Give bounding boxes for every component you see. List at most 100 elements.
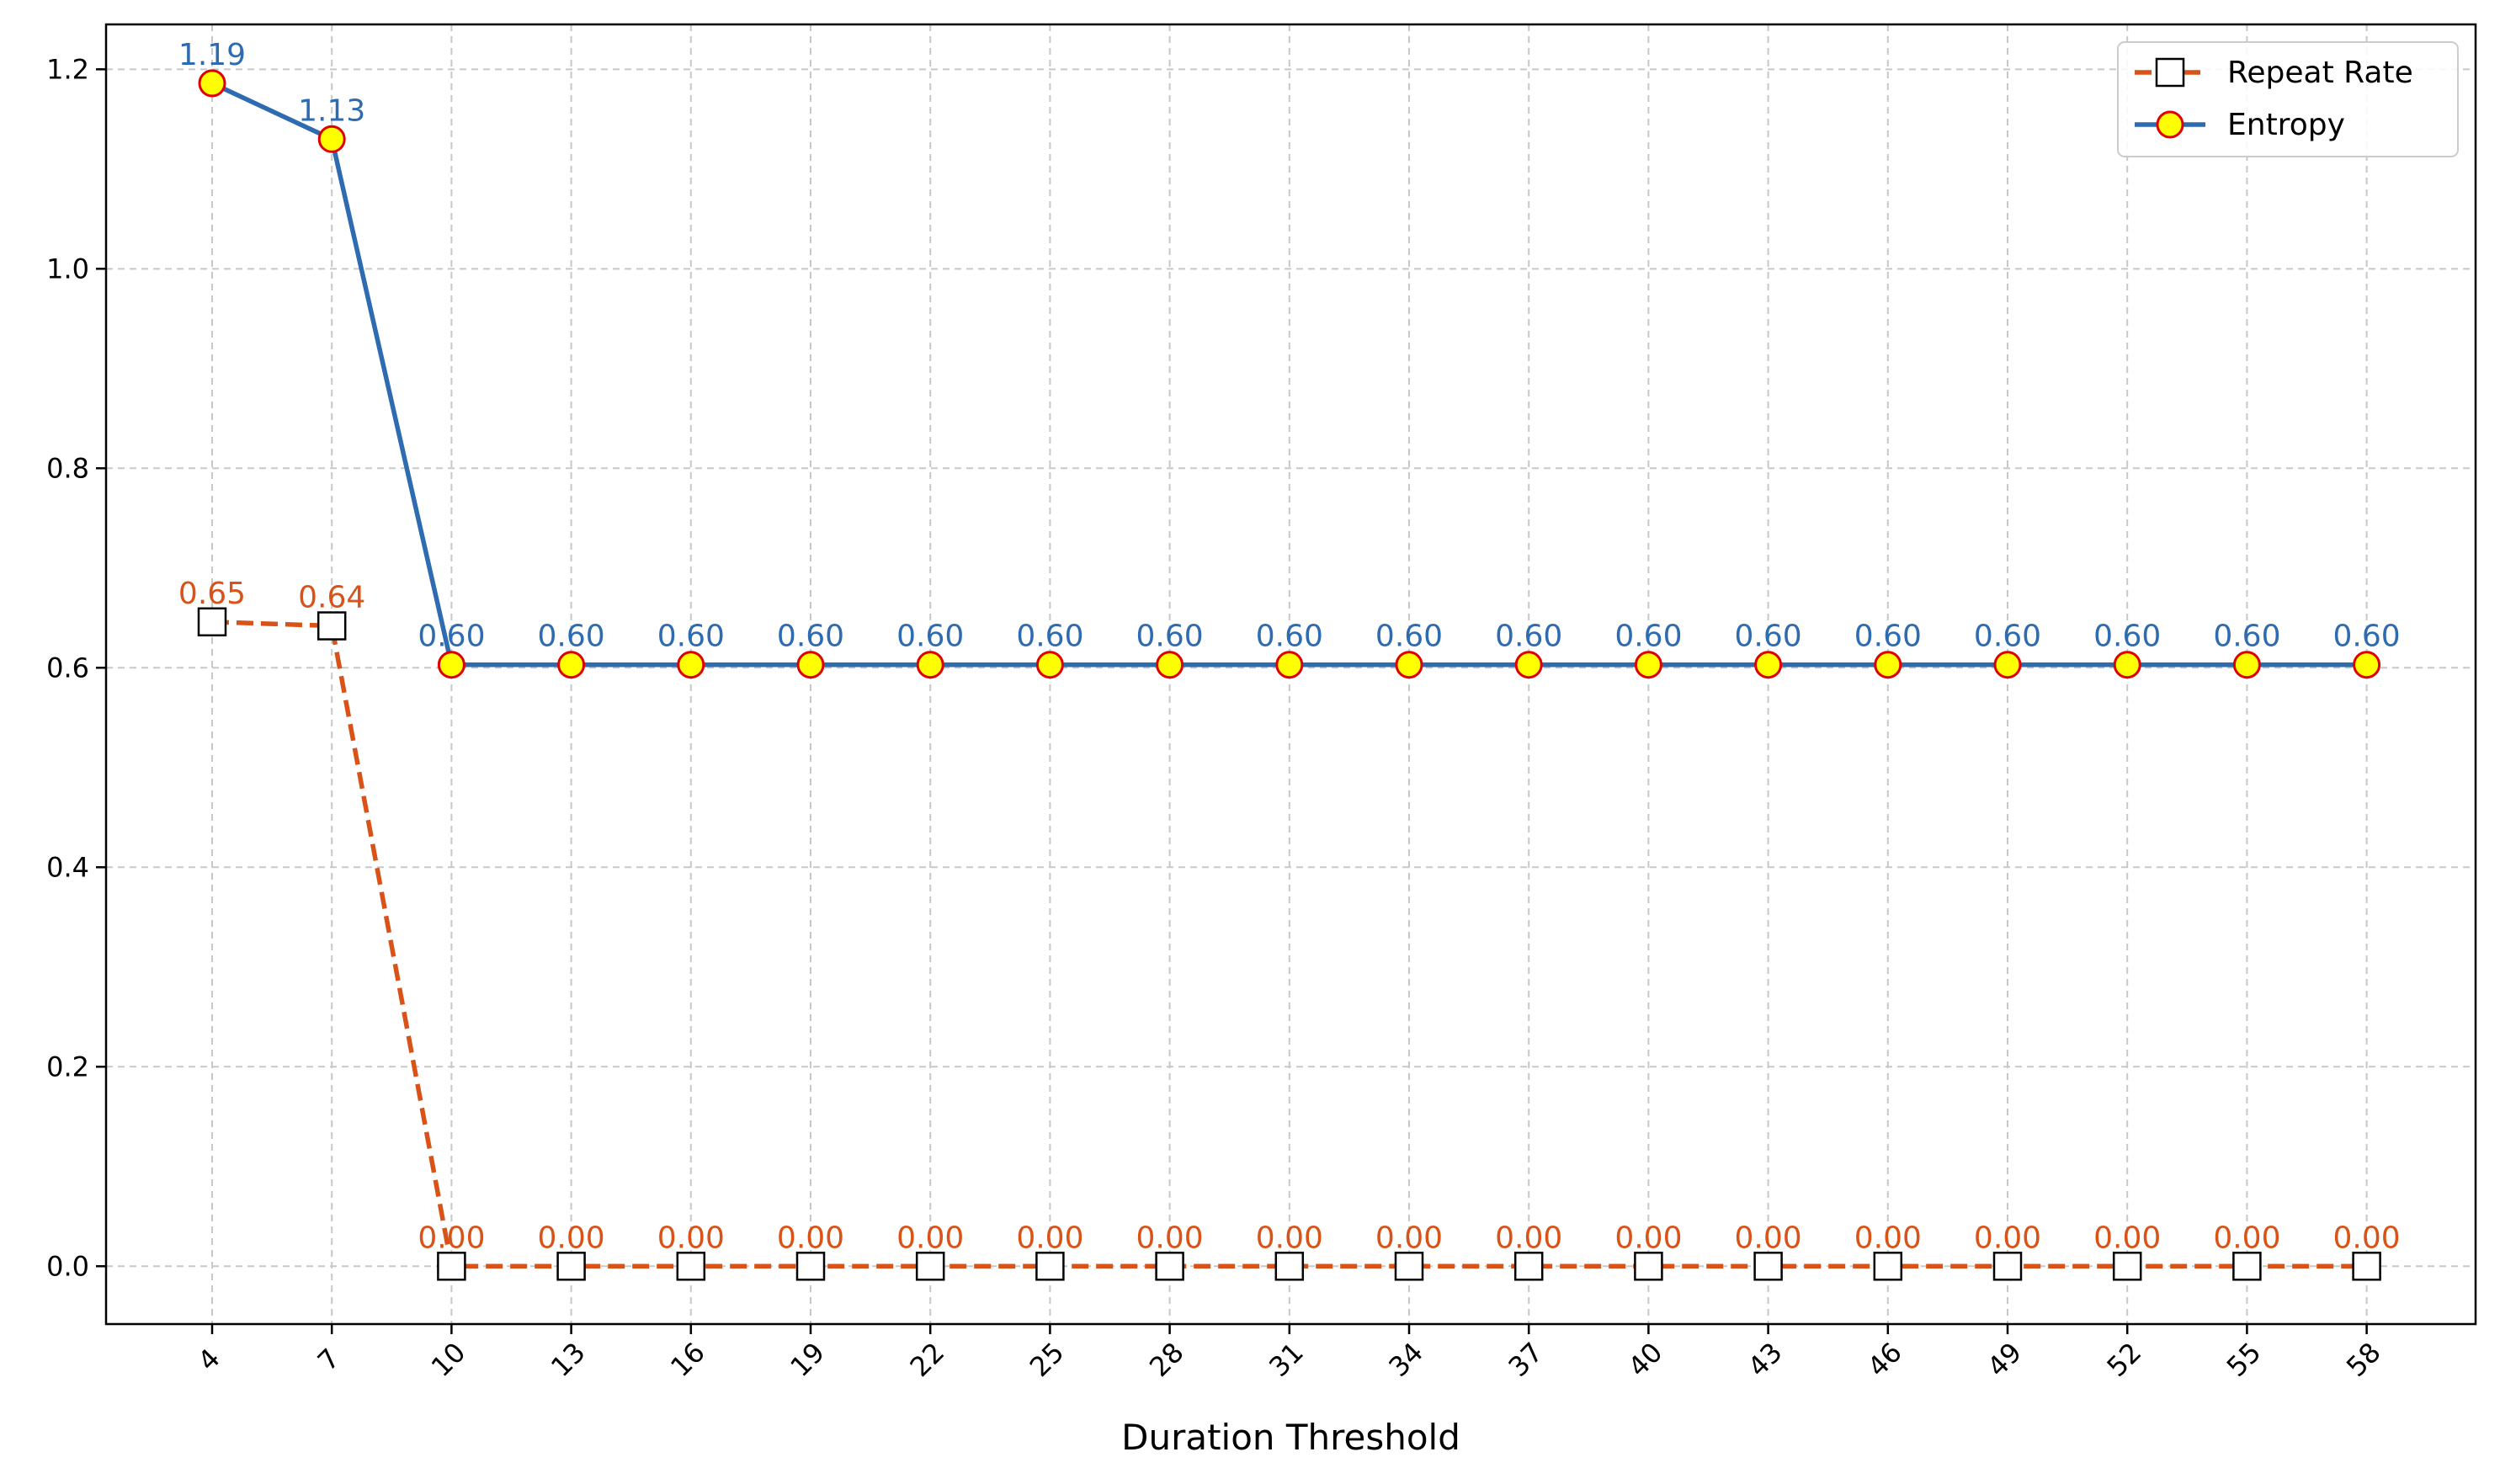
x-tick-label: 4	[192, 1343, 226, 1377]
data-point-repeat-rate	[1155, 1252, 1184, 1281]
data-point-repeat-rate	[1753, 1252, 1783, 1281]
data-point-repeat-rate	[2112, 1252, 2142, 1281]
legend-entry-entropy: Entropy	[2135, 108, 2345, 142]
data-label-entropy: 0.60	[1854, 620, 1922, 654]
data-point-repeat-rate	[1274, 1252, 1305, 1281]
legend: Repeat Rate Entropy	[2117, 41, 2459, 157]
series-layer	[197, 69, 2381, 1281]
axis-ticks: 4 7 10 13 16 19 22 25 28 31 34 37 40 43 46 49 52 55 580.00…	[46, 53, 2387, 1383]
y-tick-label: 1.2	[46, 53, 89, 85]
y-tick-label: 1.0	[46, 253, 89, 285]
data-point-entropy	[796, 651, 825, 679]
data-label-entropy: 1.13	[298, 93, 365, 128]
x-axis-title: Duration Threshold	[1121, 1417, 1460, 1458]
data-label-entropy: 0.60	[777, 620, 844, 654]
x-tick-label: 16	[664, 1336, 711, 1383]
data-point-entropy	[2113, 651, 2141, 679]
data-point-entropy	[677, 651, 705, 679]
data-point-repeat-rate	[1634, 1252, 1663, 1281]
data-point-repeat-rate	[1513, 1252, 1544, 1281]
data-point-entropy	[1754, 651, 1783, 679]
x-tick-label: 28	[1143, 1336, 1190, 1383]
data-label-entropy: 0.60	[1256, 620, 1323, 654]
data-point-entropy	[916, 651, 944, 679]
data-label-repeat-rate: 0.00	[777, 1221, 844, 1255]
x-tick-label: 58	[2340, 1336, 2387, 1383]
x-tick-label: 40	[1622, 1336, 1669, 1383]
data-label-entropy: 0.60	[1495, 620, 1562, 654]
data-label-entropy: 0.60	[418, 620, 485, 654]
data-label-repeat-rate: 0.00	[2213, 1221, 2280, 1255]
legend-entry-repeat-rate: Repeat Rate	[2135, 56, 2413, 90]
data-point-entropy	[2353, 651, 2381, 679]
series-repeat-rate	[197, 607, 2381, 1281]
data-label-entropy: 0.60	[1974, 620, 2041, 654]
data-label-entropy: 0.60	[1614, 620, 1682, 654]
x-tick-label: 10	[425, 1336, 472, 1383]
legend-label-entropy: Entropy	[2227, 108, 2345, 142]
x-tick-label: 19	[784, 1336, 831, 1383]
legend-box	[2117, 41, 2459, 157]
x-tick-label: 49	[1981, 1336, 2028, 1383]
data-label-repeat-rate: 0.65	[178, 577, 246, 611]
data-labels: 0.65 0.64 0.00 0.00 0.00 0.00 0.00 0.00 0.00 0.00…	[178, 38, 2401, 1255]
data-label-repeat-rate: 0.00	[1854, 1221, 1922, 1255]
x-tick-label: 25	[1024, 1336, 1071, 1383]
legend-marker-entropy	[2156, 110, 2184, 139]
x-tick-label: 7	[311, 1343, 346, 1377]
data-point-repeat-rate	[1992, 1252, 2023, 1281]
legend-marker-repeat-rate	[2155, 57, 2185, 88]
data-label-repeat-rate: 0.00	[2333, 1221, 2401, 1255]
data-point-repeat-rate	[197, 607, 227, 637]
data-label-repeat-rate: 0.00	[1614, 1221, 1682, 1255]
x-tick-label: 13	[545, 1336, 592, 1383]
data-label-entropy: 0.60	[896, 620, 964, 654]
data-label-repeat-rate: 0.00	[1375, 1221, 1443, 1255]
x-tick-label: 31	[1263, 1336, 1310, 1383]
data-label-entropy: 0.60	[1016, 620, 1083, 654]
x-tick-label: 34	[1382, 1336, 1429, 1383]
data-label-repeat-rate: 0.00	[1136, 1221, 1204, 1255]
data-point-repeat-rate	[316, 611, 347, 641]
data-point-entropy	[198, 69, 226, 98]
data-point-entropy	[557, 651, 586, 679]
data-point-entropy	[1634, 651, 1662, 679]
data-label-repeat-rate: 0.00	[1256, 1221, 1323, 1255]
data-label-entropy: 0.60	[657, 620, 725, 654]
data-point-repeat-rate	[437, 1252, 466, 1281]
data-point-entropy	[1395, 651, 1423, 679]
data-point-repeat-rate	[1394, 1252, 1424, 1281]
data-point-repeat-rate	[676, 1252, 706, 1281]
y-tick-label: 0.2	[46, 1051, 89, 1082]
data-point-repeat-rate	[1873, 1252, 1903, 1281]
data-label-repeat-rate: 0.00	[1735, 1221, 1802, 1255]
data-point-entropy	[2232, 651, 2261, 679]
legend-label-repeat-rate: Repeat Rate	[2227, 56, 2413, 90]
x-tick-label: 43	[1742, 1336, 1789, 1383]
data-point-repeat-rate	[2232, 1252, 2262, 1281]
data-label-entropy: 0.60	[1136, 620, 1204, 654]
data-label-repeat-rate: 0.00	[896, 1221, 964, 1255]
y-tick-label: 0.0	[46, 1250, 89, 1282]
data-label-repeat-rate: 0.00	[2093, 1221, 2161, 1255]
data-point-repeat-rate	[2352, 1252, 2381, 1281]
data-label-repeat-rate: 0.00	[1016, 1221, 1083, 1255]
data-label-repeat-rate: 0.00	[1974, 1221, 2041, 1255]
data-point-repeat-rate	[1035, 1252, 1065, 1281]
data-point-entropy	[1514, 651, 1543, 679]
data-point-repeat-rate	[795, 1252, 826, 1281]
data-point-entropy	[1156, 651, 1184, 679]
data-point-repeat-rate	[556, 1252, 586, 1281]
data-label-entropy: 0.60	[2213, 620, 2280, 654]
y-tick-label: 0.8	[46, 452, 89, 484]
series-entropy	[198, 69, 2381, 679]
data-point-entropy	[1874, 651, 1902, 679]
x-tick-label: 46	[1861, 1336, 1908, 1383]
data-label-repeat-rate: 0.64	[298, 581, 365, 615]
data-label-repeat-rate: 0.00	[657, 1221, 725, 1255]
data-label-entropy: 0.60	[538, 620, 605, 654]
y-tick-label: 0.4	[46, 851, 89, 883]
data-label-entropy: 0.60	[1735, 620, 1802, 654]
data-point-repeat-rate	[915, 1252, 945, 1281]
